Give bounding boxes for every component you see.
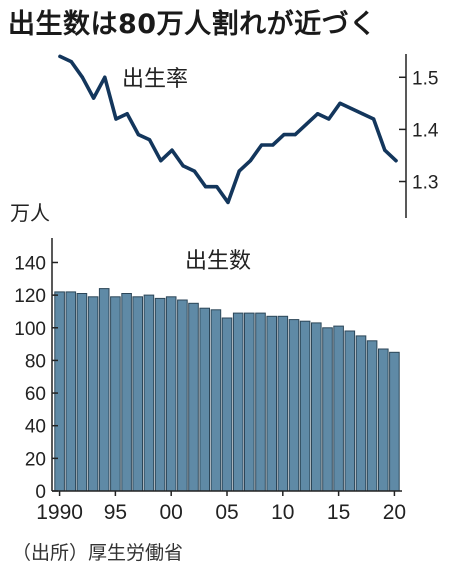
chart-title: 出生数は80万人割れが近づく: [8, 9, 377, 40]
birth-rate-point: [103, 75, 107, 79]
births-bar: [199, 307, 210, 492]
births-bar: [121, 293, 132, 492]
birth-rate-point: [360, 112, 364, 116]
bar-chart-y-unit: 万人: [10, 201, 50, 225]
birth-rate-point: [304, 122, 308, 126]
births-bar: [322, 327, 333, 492]
births-bar: [232, 312, 244, 492]
births-bar: [299, 320, 311, 492]
birth-rate-point: [327, 117, 331, 121]
births-bar: [344, 330, 356, 492]
bar-chart-y-tick-label: 60: [25, 384, 46, 405]
birth-rate-point: [69, 60, 73, 64]
source-note: （出所）厚生労働省: [12, 542, 184, 564]
birth-rate-point: [204, 185, 208, 189]
line-chart-title: 出生率: [122, 67, 188, 92]
births-bar: [65, 291, 77, 492]
births-bar: [244, 312, 255, 492]
births-bar: [355, 335, 367, 492]
birth-rate-point: [181, 164, 185, 168]
births-bar: [389, 351, 400, 492]
births-bar: [177, 299, 188, 492]
births-bar: [188, 302, 199, 492]
births-bar: [143, 294, 155, 492]
birth-rate-point: [282, 133, 286, 137]
births-bar: [266, 315, 277, 492]
births-bar: [98, 288, 110, 492]
bar-chart-y-tick-label: 20: [25, 449, 46, 470]
birth-rate-point: [316, 112, 320, 116]
bar-chart-y-tick-label: 140: [14, 253, 46, 274]
birth-rate-point: [136, 133, 140, 137]
births-bar: [87, 296, 99, 492]
birth-rate-point: [125, 112, 129, 116]
births-bar: [333, 325, 344, 492]
line-chart-tick-label: 1.3: [412, 173, 438, 194]
birth-rate-point: [114, 117, 118, 121]
births-bar: [277, 315, 289, 492]
birth-rate-point: [170, 148, 174, 152]
bar-chart-y-tick-label: 80: [25, 351, 46, 372]
birth-rate-point: [338, 101, 342, 105]
bar-chart-y-tick-label: 0: [35, 482, 46, 503]
births-bar: [54, 291, 65, 492]
births-bar: [366, 340, 378, 492]
birth-rate-point: [215, 185, 219, 189]
bar-chart-x-tick-label: 00: [160, 501, 183, 524]
births-bar: [154, 297, 166, 492]
births-bar: [110, 296, 121, 492]
births-bar: [378, 348, 389, 492]
births-bar: [311, 322, 322, 492]
birth-rate-point: [248, 159, 252, 163]
births-bar: [221, 317, 233, 492]
bar-chart-x-tick-label: 1990: [36, 501, 83, 524]
birth-rate-point: [260, 143, 264, 147]
birth-rate-point: [349, 106, 353, 111]
line-chart-tick-label: 1.5: [412, 68, 438, 89]
birth-rate-point: [271, 143, 275, 147]
bar-chart-x-tick-label: 10: [271, 501, 294, 524]
birth-rate-line: [58, 54, 398, 205]
bar-chart-title: 出生数: [185, 249, 251, 274]
births-bar: [165, 296, 177, 492]
births-bar: [288, 319, 300, 492]
bar-chart-x-tick-label: 20: [383, 501, 406, 524]
bar-chart-y-tick-label: 100: [14, 319, 46, 340]
bar-chart-x-tick-label: 95: [104, 501, 127, 524]
births-bar: [255, 312, 266, 492]
birth-rate-point: [226, 200, 230, 204]
line-chart-tick-label: 1.4: [412, 120, 439, 141]
birth-rate-point: [92, 96, 96, 100]
births-bar: [132, 296, 143, 492]
bar-chart-y-tick-label: 120: [14, 286, 46, 307]
birth-rate-point: [293, 133, 297, 137]
births-bar: [210, 309, 222, 492]
birth-rate-point: [383, 148, 387, 152]
birth-rate-point: [58, 54, 62, 59]
birth-rate-point: [80, 75, 84, 79]
bar-chart-x-tick-label: 05: [215, 501, 238, 524]
birth-rate-point: [372, 117, 376, 121]
birth-rate-point: [192, 169, 196, 173]
birth-rate-point: [237, 169, 241, 173]
bar-chart-x-tick-label: 15: [327, 501, 350, 524]
births-bar: [76, 293, 88, 492]
birth-rate-point: [159, 159, 163, 163]
birth-rate-point: [148, 138, 152, 142]
birth-rate-point: [394, 159, 398, 163]
bar-chart-y-tick-label: 40: [25, 417, 46, 438]
